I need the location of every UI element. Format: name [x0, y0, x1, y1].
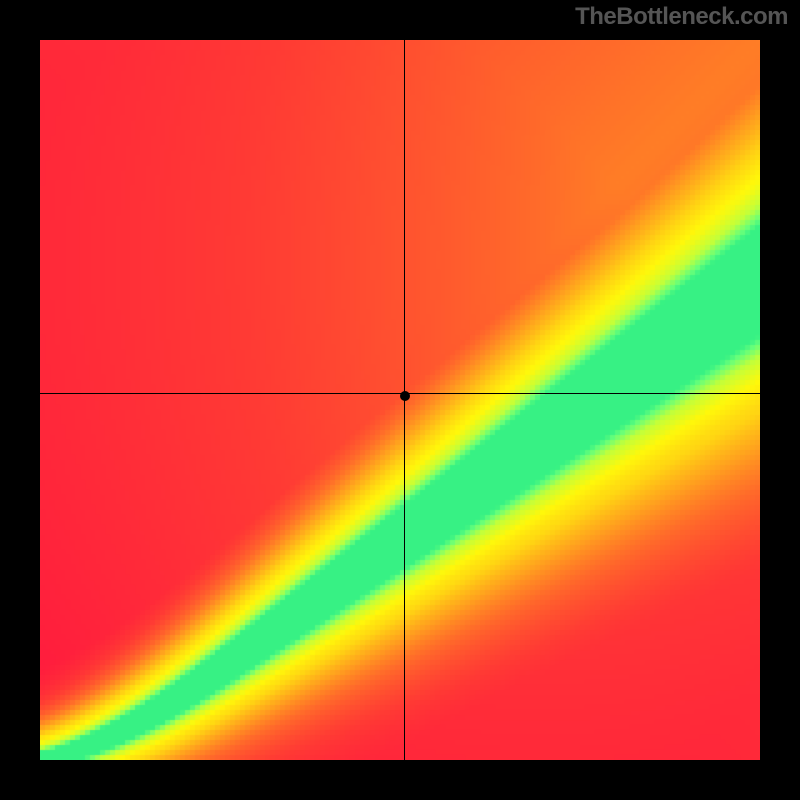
data-point-marker: [400, 391, 410, 401]
plot-area: [40, 40, 760, 760]
watermark-text: TheBottleneck.com: [575, 3, 788, 31]
heatmap-canvas: [40, 40, 760, 760]
